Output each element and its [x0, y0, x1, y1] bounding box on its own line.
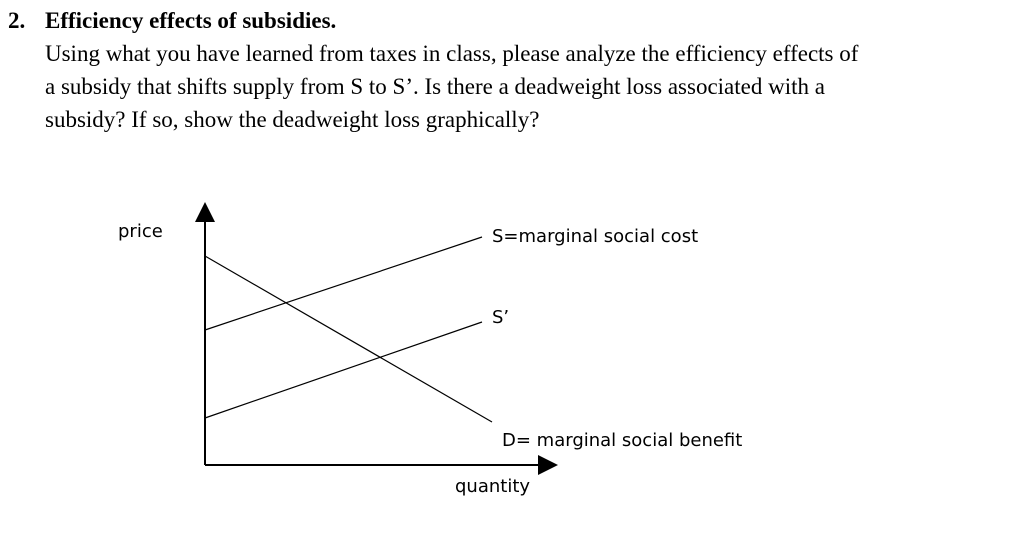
x-axis-label: quantity [455, 476, 530, 497]
y-axis-label: price [118, 221, 163, 242]
demand-curve [204, 255, 493, 423]
supply-curve [204, 236, 483, 331]
question-title: Efficiency effects of subsidies. [45, 8, 337, 33]
body-line: Using what you have learned from taxes i… [45, 41, 859, 66]
body-line: subsidy? If so, show the deadweight loss… [45, 107, 540, 132]
body-line: a subsidy that shifts supply from S to S… [45, 74, 825, 99]
supply-label: S=marginal social cost [492, 226, 698, 247]
subsidized-supply-label: S’ [492, 307, 509, 328]
question-number: 2. [8, 8, 26, 33]
demand-label: D= marginal social benefit [502, 430, 742, 451]
subsidized-supply-curve [204, 321, 483, 419]
